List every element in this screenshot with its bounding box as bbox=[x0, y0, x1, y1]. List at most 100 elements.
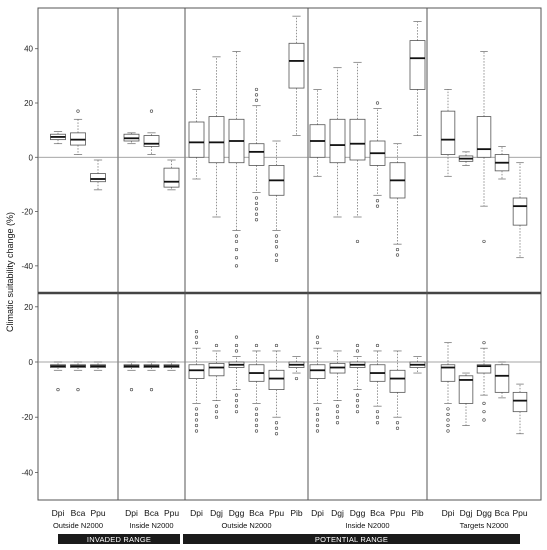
category-label: Dpi bbox=[311, 508, 324, 518]
outlier-point bbox=[274, 239, 279, 244]
box bbox=[440, 110, 456, 155]
outlier-point bbox=[214, 404, 219, 408]
outlier-point bbox=[254, 201, 259, 206]
category-label: Ppu bbox=[269, 508, 284, 518]
outlier-point bbox=[129, 388, 134, 392]
outlier-point bbox=[274, 421, 279, 425]
category-label: Bca bbox=[249, 508, 264, 518]
outlier-point bbox=[482, 401, 486, 406]
group-label: Outside N2000 bbox=[53, 521, 103, 530]
outlier-point bbox=[274, 343, 279, 348]
outlier-point bbox=[375, 410, 380, 414]
box bbox=[248, 143, 265, 166]
outlier-point bbox=[214, 410, 219, 414]
box bbox=[440, 364, 456, 382]
outlier-point bbox=[234, 349, 239, 353]
outlier-point bbox=[234, 264, 239, 268]
outlier-point bbox=[194, 407, 199, 411]
outlier-point bbox=[214, 343, 219, 348]
plot-marks bbox=[38, 15, 541, 436]
category-label: Dpi bbox=[442, 508, 455, 518]
box bbox=[208, 116, 225, 164]
box bbox=[512, 197, 528, 226]
outlier-point bbox=[315, 341, 320, 345]
box bbox=[163, 167, 180, 188]
outlier-point bbox=[355, 410, 360, 414]
y-axis-label: Climatic suitability change (%) bbox=[5, 212, 15, 332]
outlier-point bbox=[355, 349, 360, 353]
outlier-point bbox=[355, 393, 360, 397]
outlier-point bbox=[194, 335, 199, 339]
outlier-point bbox=[395, 253, 400, 257]
y-ticks: -40 -20 0 20 40 -40 -20 0 20 bbox=[21, 45, 38, 477]
outlier-point bbox=[315, 412, 320, 417]
outlier-point bbox=[56, 388, 60, 392]
box bbox=[329, 118, 346, 164]
outlier-point bbox=[395, 421, 400, 425]
group-label: Outside N2000 bbox=[221, 521, 271, 530]
outlier-point bbox=[234, 399, 239, 403]
outlier-point bbox=[234, 234, 239, 238]
outlier-point bbox=[194, 418, 199, 422]
outlier-point bbox=[315, 429, 320, 433]
category-label: Dgj bbox=[331, 508, 344, 518]
box bbox=[458, 375, 474, 404]
outlier-point bbox=[254, 418, 259, 422]
box bbox=[476, 116, 492, 158]
outlier-point bbox=[294, 376, 299, 381]
outlier-point bbox=[194, 423, 199, 428]
outlier-point bbox=[335, 415, 340, 419]
outlier-point bbox=[446, 418, 450, 422]
y-tick-label: -40 bbox=[21, 468, 33, 477]
category-label: Bca bbox=[144, 508, 159, 518]
category-label: Dpi bbox=[52, 508, 65, 518]
outlier-point bbox=[254, 423, 259, 428]
outlier-point bbox=[254, 98, 259, 102]
category-label: Ppu bbox=[164, 508, 179, 518]
outlier-point bbox=[254, 207, 259, 211]
outlier-point bbox=[254, 87, 259, 92]
outlier-point bbox=[446, 423, 450, 428]
outlier-point bbox=[395, 426, 400, 430]
outlier-point bbox=[482, 418, 486, 422]
group-label: Targets N2000 bbox=[460, 521, 509, 530]
category-label: Pib bbox=[411, 508, 424, 518]
box bbox=[143, 135, 160, 147]
outlier-point bbox=[254, 412, 259, 417]
outlier-point bbox=[482, 239, 486, 244]
outlier-point bbox=[254, 196, 259, 200]
category-label: Ppu bbox=[390, 508, 405, 518]
range-band bbox=[183, 534, 520, 544]
category-label: Dgj bbox=[210, 508, 223, 518]
box bbox=[288, 42, 305, 89]
box bbox=[90, 173, 106, 183]
outlier-point bbox=[254, 212, 259, 216]
outlier-point bbox=[254, 407, 259, 411]
outlier-point bbox=[214, 415, 219, 419]
outlier-point bbox=[76, 109, 80, 113]
category-label: Dgj bbox=[460, 508, 473, 518]
outlier-point bbox=[375, 101, 380, 105]
outlier-point bbox=[335, 421, 340, 425]
outlier-point bbox=[375, 421, 380, 425]
y-tick-label: 20 bbox=[24, 99, 33, 108]
outlier-point bbox=[274, 426, 279, 430]
box bbox=[208, 362, 225, 377]
category-label: Dpi bbox=[125, 508, 138, 518]
outlier-point bbox=[355, 404, 360, 408]
category-label: Dpi bbox=[190, 508, 203, 518]
box bbox=[389, 369, 406, 393]
range-label: INVADED RANGE bbox=[87, 535, 151, 544]
outlier-point bbox=[234, 256, 239, 260]
category-label: Bca bbox=[71, 508, 86, 518]
box bbox=[494, 364, 510, 393]
range-label: POTENTIAL RANGE bbox=[315, 535, 388, 544]
y-tick-label: 40 bbox=[24, 45, 33, 54]
box bbox=[349, 118, 366, 161]
outlier-point bbox=[274, 245, 279, 249]
outlier-point bbox=[315, 335, 320, 339]
outlier-point bbox=[149, 109, 154, 113]
box bbox=[476, 364, 492, 374]
outlier-point bbox=[315, 418, 320, 422]
